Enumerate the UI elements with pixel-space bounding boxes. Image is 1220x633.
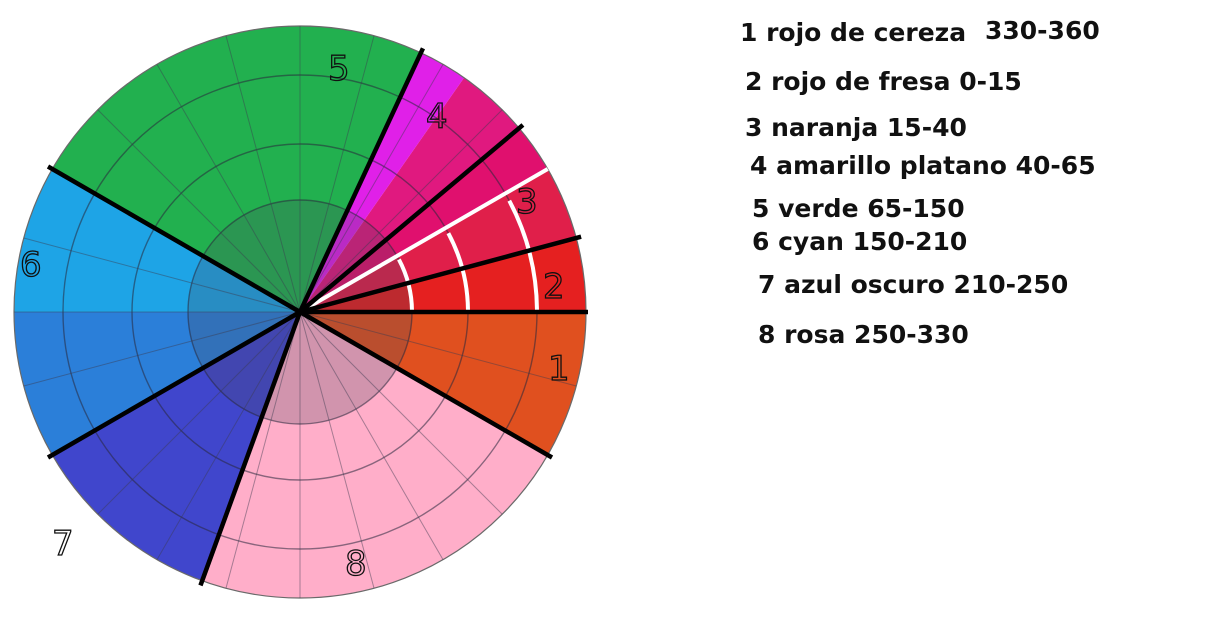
wheel-divider-line xyxy=(298,123,525,314)
wheel-sector xyxy=(202,312,548,598)
wheel-sector xyxy=(14,169,300,312)
hand-number-label: 2 xyxy=(543,267,565,307)
legend-item-4: 4 amarillo platano 40-65 xyxy=(750,151,1096,180)
wheel-spoke xyxy=(23,237,301,313)
legend-item-5: 5 verde 65-150 xyxy=(752,194,965,223)
legend-item-3: 3 naranja 15-40 xyxy=(745,113,967,142)
wheel-sector xyxy=(300,312,586,455)
wheel-spoke xyxy=(23,311,301,387)
legend-item-1-range: 330-360 xyxy=(985,16,1100,45)
wheel-sector xyxy=(300,52,465,313)
legend-item-8: 8 rosa 250-330 xyxy=(758,320,969,349)
hand-number-label: 5 xyxy=(328,49,350,89)
wheel-divider-line xyxy=(298,310,554,460)
hand-number-label: 7 xyxy=(52,524,74,564)
wheel-spoke xyxy=(299,311,375,589)
wheel-spoke xyxy=(299,64,444,313)
wheel-spoke xyxy=(299,311,503,515)
wheel-divider-line xyxy=(198,311,303,587)
wheel-sector xyxy=(300,128,548,312)
hand-number-label: 3 xyxy=(516,182,538,222)
wheel-sector xyxy=(52,312,300,581)
hand-number-label: 8 xyxy=(345,544,367,584)
hand-number-label: 6 xyxy=(20,245,42,285)
wheel-divider-line xyxy=(297,47,426,313)
wheel-divider-line xyxy=(46,310,302,460)
wheel-divider-line xyxy=(46,164,302,314)
wheel-sector xyxy=(52,26,421,312)
wheel-spoke xyxy=(97,311,301,515)
legend-item-6: 6 cyan 150-210 xyxy=(752,227,968,256)
wheel-sector xyxy=(14,312,300,455)
wheel-spoke xyxy=(225,35,301,313)
wheel-divider-line xyxy=(299,234,582,315)
hand-number-label: 1 xyxy=(548,349,570,389)
wheel-white-arc xyxy=(507,199,539,310)
hand-number-label: 4 xyxy=(426,97,448,137)
legend-item-1: 1 rojo de cereza xyxy=(740,18,967,47)
wheel-spoke xyxy=(299,35,375,313)
wheel-spoke xyxy=(299,311,444,560)
legend-item-2: 2 rojo de fresa 0-15 xyxy=(745,67,1022,96)
color-wheel-diagram: 1 2 3 4 5 6 7 8 xyxy=(13,25,588,599)
wheel-spoke xyxy=(299,109,503,313)
wheel-spoke xyxy=(97,109,301,313)
wheel-spoke xyxy=(299,311,577,387)
legend-item-7: 7 azul oscuro 210-250 xyxy=(758,270,1069,299)
wheel-spoke xyxy=(156,311,301,560)
wheel-white-divider xyxy=(299,167,549,314)
wheel-spoke xyxy=(156,64,301,313)
wheel-sector xyxy=(300,77,520,312)
wheel-spoke xyxy=(225,311,301,589)
wheel-sector xyxy=(300,169,577,312)
